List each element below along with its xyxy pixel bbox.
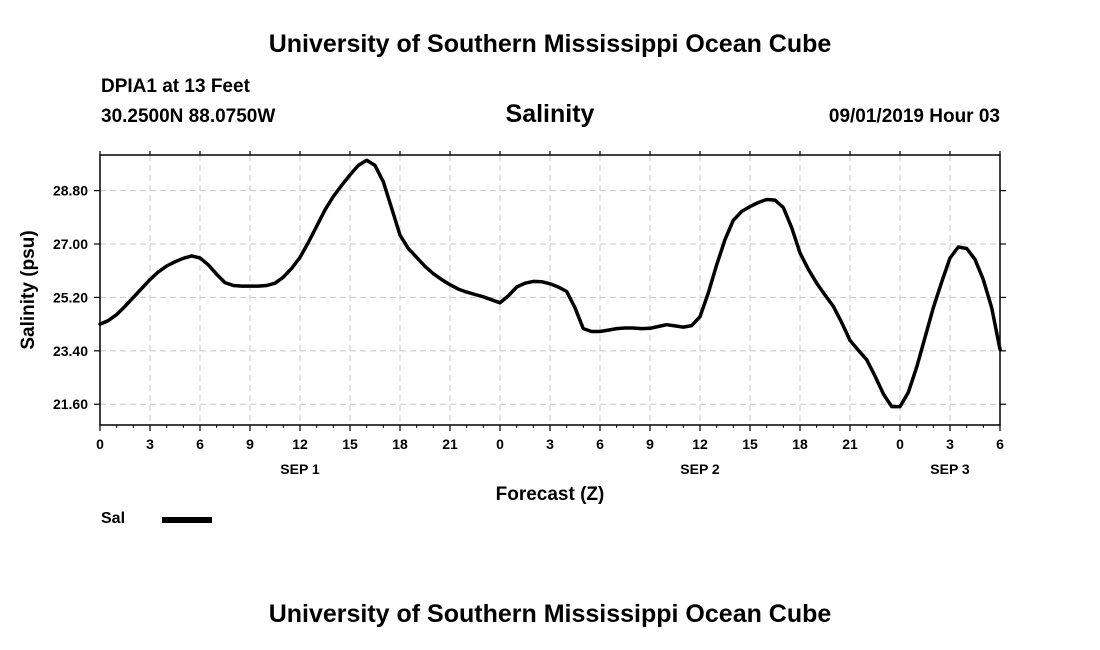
x-tick-label: 9 (246, 436, 254, 452)
x-tick-label: 12 (692, 436, 708, 452)
x-tick-label: 18 (792, 436, 808, 452)
x-day-label: SEP 2 (680, 461, 720, 477)
x-tick-label: 0 (96, 436, 104, 452)
y-tick-label: 27.00 (53, 236, 88, 252)
legend-swatch (162, 517, 212, 523)
chart-title: University of Southern Mississippi Ocean… (268, 30, 832, 58)
x-tick-label: 3 (546, 436, 554, 452)
series-line-salinity (98, 158, 1002, 409)
x-tick-label: 0 (496, 436, 504, 452)
forecast-timestamp: 09/01/2019 Hour 03 (828, 106, 1000, 127)
chart-subtitle: Salinity (505, 100, 595, 128)
x-tick-label: 15 (742, 436, 758, 452)
x-tick-label: 18 (392, 436, 408, 452)
x-day-label: SEP 1 (280, 461, 320, 477)
x-tick-label: 3 (146, 436, 154, 452)
x-axis-title: Forecast (Z) (496, 484, 605, 505)
y-tick-label: 25.20 (53, 289, 88, 305)
x-tick-label: 21 (842, 436, 858, 452)
station-coordinates: 30.2500N 88.0750W (101, 106, 276, 127)
x-tick-label: 15 (342, 436, 358, 452)
footer-title: University of Southern Mississippi Ocean… (268, 600, 832, 628)
x-tick-label: 0 (896, 436, 904, 452)
x-tick-label: 9 (646, 436, 654, 452)
y-tick-label: 21.60 (53, 396, 88, 412)
x-day-label: SEP 3 (930, 461, 970, 477)
station-label: DPIA1 at 13 Feet (101, 76, 250, 97)
legend-label: Sal (101, 510, 126, 527)
x-tick-label: 3 (946, 436, 954, 452)
y-axis-title: Salinity (psu) (18, 230, 39, 349)
x-tick-label: 6 (996, 436, 1004, 452)
y-tick-label: 28.80 (53, 183, 88, 199)
y-tick-label: 23.40 (53, 343, 88, 359)
x-tick-label: 6 (596, 436, 604, 452)
x-tick-label: 6 (196, 436, 204, 452)
x-tick-label: 12 (292, 436, 308, 452)
x-tick-label: 21 (442, 436, 458, 452)
